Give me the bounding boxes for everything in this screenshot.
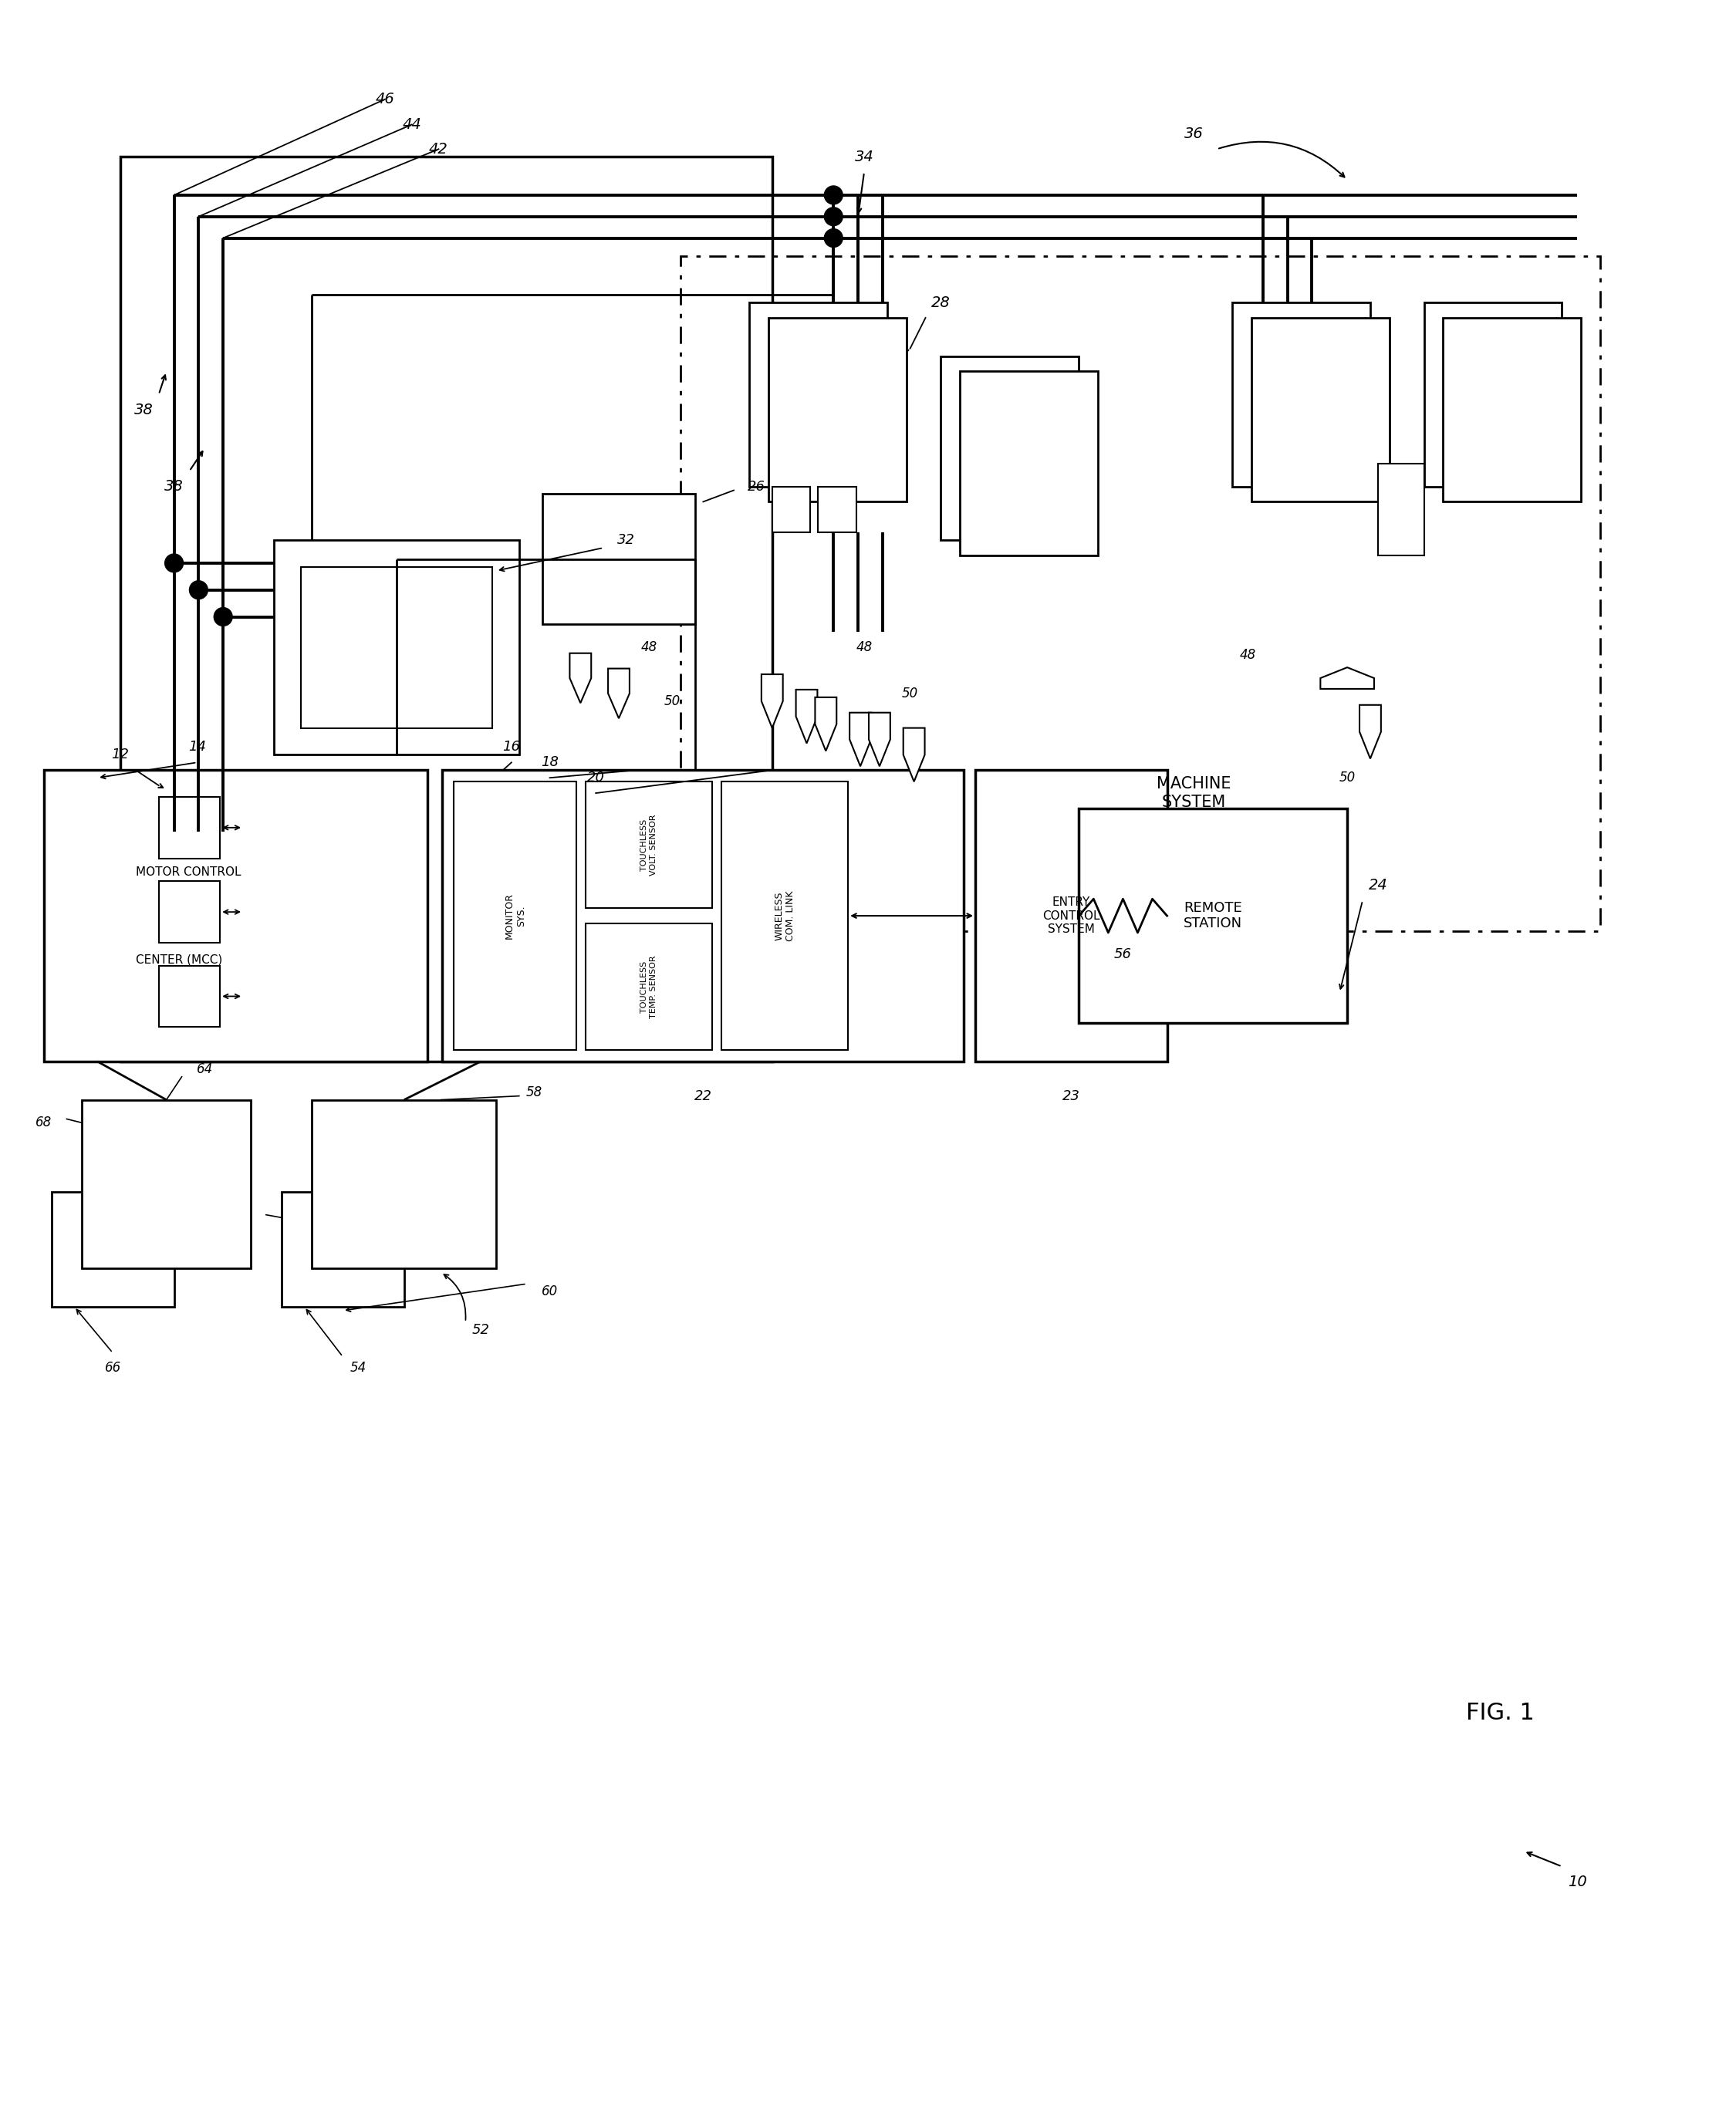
- Bar: [960, 372, 1099, 555]
- Polygon shape: [762, 675, 783, 728]
- Bar: [722, 782, 849, 1049]
- Text: 62: 62: [234, 1201, 252, 1213]
- Text: 50: 50: [1338, 772, 1356, 784]
- Polygon shape: [868, 713, 891, 765]
- Text: 38: 38: [165, 479, 184, 494]
- Polygon shape: [1359, 705, 1380, 759]
- Text: 50: 50: [903, 686, 918, 700]
- Bar: [585, 923, 712, 1049]
- Bar: [52, 1192, 174, 1306]
- Text: 12: 12: [111, 749, 128, 761]
- Text: 18: 18: [542, 755, 559, 770]
- Bar: [82, 1100, 250, 1268]
- Text: 60: 60: [542, 1285, 557, 1298]
- Text: 16: 16: [502, 740, 521, 755]
- Polygon shape: [569, 654, 592, 702]
- Text: 58: 58: [526, 1085, 543, 1100]
- Bar: [1252, 318, 1389, 503]
- Text: TOUCHLESS
TEMP. SENSOR: TOUCHLESS TEMP. SENSOR: [641, 955, 658, 1018]
- Text: REMOTE
STATION: REMOTE STATION: [1184, 900, 1243, 932]
- Polygon shape: [816, 698, 837, 751]
- Bar: [158, 881, 220, 942]
- Bar: [769, 318, 906, 503]
- Polygon shape: [1321, 667, 1375, 690]
- Bar: [1078, 808, 1347, 1024]
- Bar: [542, 494, 696, 625]
- Text: 42: 42: [429, 141, 448, 156]
- Bar: [976, 770, 1167, 1062]
- Text: 22: 22: [694, 1089, 712, 1102]
- Text: MOTOR CONTROL: MOTOR CONTROL: [135, 866, 241, 877]
- Bar: [158, 965, 220, 1026]
- Text: 32: 32: [618, 534, 635, 547]
- Bar: [43, 770, 427, 1062]
- Text: 30: 30: [1529, 326, 1549, 341]
- Polygon shape: [903, 728, 925, 782]
- Bar: [453, 782, 576, 1049]
- Text: 34: 34: [854, 149, 873, 164]
- Text: 44: 44: [403, 118, 422, 132]
- Text: 66: 66: [104, 1361, 122, 1375]
- Polygon shape: [849, 713, 871, 765]
- Circle shape: [825, 208, 842, 225]
- Bar: [158, 797, 220, 858]
- Text: MACHINE
SYSTEM: MACHINE SYSTEM: [1156, 776, 1231, 810]
- Polygon shape: [795, 690, 818, 742]
- Bar: [274, 540, 519, 755]
- Text: 68: 68: [35, 1117, 52, 1129]
- Text: 46: 46: [375, 93, 394, 107]
- Text: MONITOR
SYS.: MONITOR SYS.: [505, 892, 526, 938]
- Text: 50: 50: [665, 694, 681, 709]
- Bar: [443, 770, 963, 1062]
- Text: 52: 52: [472, 1323, 490, 1338]
- Text: TOUCHLESS
VOLT. SENSOR: TOUCHLESS VOLT. SENSOR: [641, 814, 658, 875]
- Text: 64: 64: [196, 1062, 214, 1077]
- Text: 48: 48: [856, 641, 873, 654]
- Circle shape: [825, 185, 842, 204]
- Text: ENTRY
CONTROL
SYSTEM: ENTRY CONTROL SYSTEM: [1042, 896, 1101, 936]
- Circle shape: [214, 608, 233, 627]
- Bar: [281, 1192, 404, 1306]
- Text: WIRELESS
COM. LINK: WIRELESS COM. LINK: [774, 890, 795, 940]
- Polygon shape: [608, 669, 630, 719]
- Text: 54: 54: [351, 1361, 366, 1375]
- Bar: [300, 568, 493, 728]
- Bar: [585, 782, 712, 908]
- Text: 28: 28: [930, 294, 950, 309]
- Text: 10: 10: [1568, 1874, 1587, 1888]
- Text: CENTER (MCC): CENTER (MCC): [135, 953, 222, 965]
- Bar: [941, 355, 1078, 540]
- Text: 14: 14: [187, 740, 207, 755]
- Text: 48: 48: [1240, 648, 1255, 662]
- Text: 23: 23: [1062, 1089, 1080, 1102]
- Text: 20: 20: [587, 772, 604, 784]
- Text: 26: 26: [748, 479, 766, 494]
- Bar: [1424, 303, 1562, 486]
- Text: 56: 56: [1115, 946, 1132, 961]
- Circle shape: [189, 580, 208, 599]
- Bar: [312, 1100, 496, 1268]
- Bar: [750, 303, 887, 486]
- Bar: [1233, 303, 1370, 486]
- Bar: [773, 486, 811, 532]
- Text: FIG. 1: FIG. 1: [1467, 1701, 1535, 1724]
- Circle shape: [165, 553, 184, 572]
- Text: 36: 36: [1184, 126, 1203, 141]
- Bar: [818, 486, 856, 532]
- Text: 38: 38: [134, 402, 153, 416]
- Text: 48: 48: [641, 641, 658, 654]
- Text: 24: 24: [1368, 877, 1387, 892]
- Bar: [681, 257, 1601, 932]
- Circle shape: [825, 229, 842, 248]
- Bar: [1443, 318, 1581, 503]
- Bar: [120, 158, 773, 1062]
- Bar: [1378, 463, 1424, 555]
